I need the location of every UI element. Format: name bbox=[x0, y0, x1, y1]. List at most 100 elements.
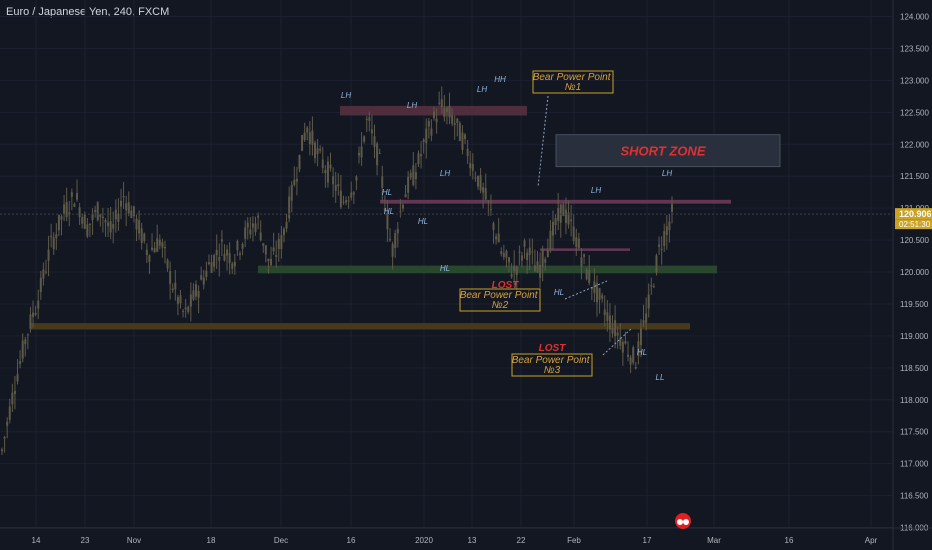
time-tick-label: Mar bbox=[707, 536, 721, 545]
candle-body bbox=[347, 200, 350, 202]
candle-body bbox=[19, 360, 22, 364]
candle-body bbox=[166, 259, 169, 269]
candle-body bbox=[218, 256, 221, 261]
candle-body bbox=[119, 200, 122, 207]
time-axis[interactable]: 14 23 Nov 18 Dec 16 2020 13 22 Feb 17 Mar 16 Apr bbox=[0, 527, 932, 545]
candle-body bbox=[357, 152, 360, 156]
candle-body bbox=[396, 228, 399, 234]
candle-body bbox=[484, 188, 487, 200]
candle-body bbox=[451, 115, 454, 124]
candle-body bbox=[319, 148, 322, 151]
candle-body bbox=[32, 312, 35, 318]
power-point-1[interactable]: Bear Power Point №1 bbox=[532, 70, 614, 94]
swing-label: LH bbox=[591, 186, 601, 195]
candle-body bbox=[510, 274, 513, 277]
candle-body bbox=[355, 176, 358, 181]
power-point-3[interactable]: Bear Power Point №3 bbox=[511, 353, 593, 377]
candle-body bbox=[394, 233, 397, 248]
time-tick-label: Apr bbox=[865, 536, 878, 545]
candle-body bbox=[13, 391, 16, 394]
candle-body bbox=[50, 235, 53, 238]
candle-body bbox=[316, 148, 319, 154]
candle-body bbox=[495, 236, 498, 240]
candle-body bbox=[554, 218, 557, 226]
candle-body bbox=[127, 202, 130, 214]
candle-body bbox=[518, 251, 521, 253]
candle-body bbox=[76, 193, 79, 200]
candle-body bbox=[114, 209, 117, 220]
candle-body bbox=[135, 218, 138, 230]
price-tag-value: 120.906 bbox=[899, 209, 932, 219]
candle-body bbox=[47, 249, 50, 261]
power-point-2[interactable]: Bear Power Point №2 bbox=[459, 288, 541, 312]
candles bbox=[1, 86, 673, 455]
candle-body bbox=[246, 222, 249, 228]
candle-body bbox=[326, 161, 329, 183]
candle-body bbox=[295, 178, 298, 182]
time-tick-label: 2020 bbox=[415, 536, 433, 545]
candle-body bbox=[650, 285, 653, 287]
candle-body bbox=[275, 255, 278, 258]
candle-body bbox=[508, 257, 511, 263]
swing-label: LH bbox=[440, 169, 450, 178]
short-zone-rect[interactable] bbox=[555, 134, 781, 168]
support-zone-green[interactable] bbox=[258, 265, 717, 274]
candle-body bbox=[378, 152, 381, 154]
resistance-line-mid[interactable] bbox=[380, 199, 731, 204]
candle-body bbox=[24, 339, 27, 345]
price-tick-label: 120.000 bbox=[900, 268, 929, 277]
time-tick-label: 13 bbox=[468, 536, 477, 545]
candle-body bbox=[381, 176, 384, 188]
swing-label: HL bbox=[554, 288, 564, 297]
candle-body bbox=[42, 269, 45, 279]
resistance-line-short[interactable] bbox=[540, 248, 630, 251]
candle-body bbox=[404, 194, 407, 198]
candle-body bbox=[627, 354, 630, 357]
candle-body bbox=[192, 290, 195, 300]
candle-body bbox=[153, 248, 156, 253]
candle-body bbox=[365, 118, 368, 120]
candle-body bbox=[658, 244, 661, 247]
candle-body bbox=[383, 208, 386, 211]
support-zone-orange[interactable] bbox=[30, 323, 690, 330]
candle-body bbox=[606, 312, 609, 322]
candle-body bbox=[156, 238, 159, 252]
candle-body bbox=[6, 421, 9, 426]
candle-body bbox=[500, 251, 503, 255]
candle-body bbox=[195, 284, 198, 297]
candle-body bbox=[169, 270, 172, 285]
candle-body bbox=[461, 132, 464, 150]
candle-body bbox=[360, 146, 363, 158]
swing-label: HH bbox=[494, 75, 506, 84]
resistance-zone-top[interactable] bbox=[340, 105, 527, 116]
candle-body bbox=[363, 136, 366, 142]
candle-body bbox=[471, 163, 474, 171]
logo-dot-right bbox=[683, 519, 689, 525]
price-axis[interactable]: 124.000 123.500 123.000 122.500 122.000 121.5… bbox=[892, 0, 929, 550]
candle-body bbox=[580, 257, 583, 267]
candle-body bbox=[226, 249, 229, 256]
arrow-1 bbox=[537, 95, 549, 188]
candle-body bbox=[143, 233, 146, 242]
candle-body bbox=[174, 282, 177, 290]
candle-body bbox=[29, 314, 32, 329]
candle-body bbox=[220, 239, 223, 242]
price-tick-label: 118.500 bbox=[900, 364, 929, 373]
price-tick-label: 119.000 bbox=[900, 332, 929, 341]
candle-body bbox=[267, 258, 270, 262]
candle-body bbox=[435, 118, 438, 123]
candle-body bbox=[163, 246, 166, 249]
candle-body bbox=[577, 238, 580, 249]
swing-label: LH bbox=[662, 169, 672, 178]
candle-body bbox=[285, 222, 288, 229]
short-zone-box[interactable]: SHORT ZONE bbox=[555, 134, 781, 168]
time-tick-label: Nov bbox=[127, 536, 141, 545]
time-tick-label: 14 bbox=[32, 536, 41, 545]
candle-body bbox=[306, 127, 309, 133]
candle-body bbox=[438, 102, 441, 104]
zones bbox=[30, 105, 731, 330]
candle-body bbox=[531, 251, 534, 253]
power-point-1-box bbox=[532, 70, 614, 94]
candle-body bbox=[412, 165, 415, 186]
